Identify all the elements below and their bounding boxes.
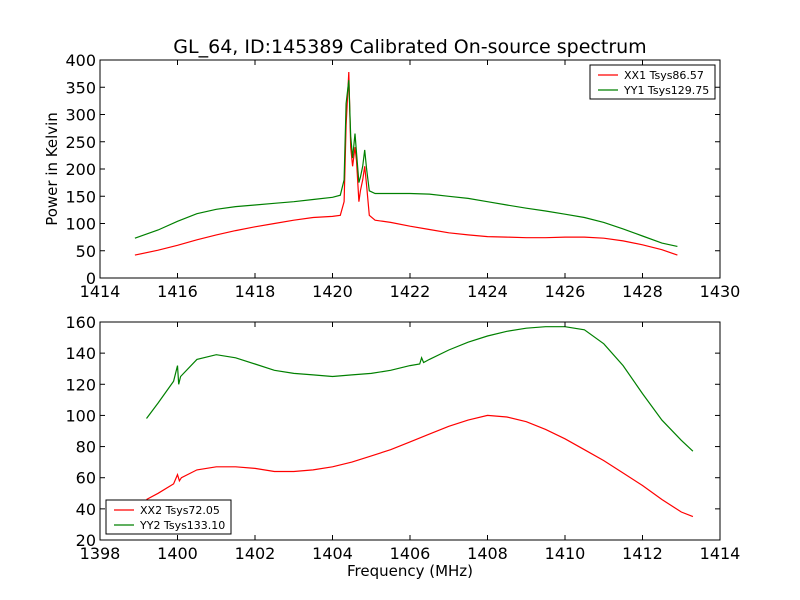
top-legend-label-0: XX1 Tsys86.57 <box>624 69 704 82</box>
top-x-tick-label: 1430 <box>700 282 741 301</box>
bottom-x-tick-label: 1400 <box>157 544 198 563</box>
bottom-legend: XX2 Tsys72.05 YY2 Tsys133.10 <box>105 499 232 535</box>
top-x-tick-label: 1420 <box>312 282 353 301</box>
bottom-y-tick-label: 80 <box>76 438 96 457</box>
bottom-y-tick-label: 60 <box>76 469 96 488</box>
top-series-line-1 <box>134 80 678 247</box>
top-y-tick-label: 200 <box>65 160 96 179</box>
bottom-y-tick-label: 40 <box>76 500 96 519</box>
top-y-tick-label: 300 <box>65 106 96 125</box>
bottom-legend-box <box>105 499 232 535</box>
bottom-y-tick-label: 160 <box>65 313 96 332</box>
bottom-y-tick-label: 20 <box>76 531 96 550</box>
top-panel: 1414 1416 1418 1420 1422 1424 1426 1428 1430 0 50 1… <box>65 51 740 301</box>
bottom-x-tick-label: 1402 <box>235 544 276 563</box>
top-legend-label-1: YY1 Tsys129.75 <box>623 84 709 97</box>
bottom-x-tick-label: 1398 <box>80 544 121 563</box>
bottom-x-tick-label: 1412 <box>622 544 663 563</box>
bottom-x-tick-label: 1414 <box>700 544 741 563</box>
bottom-x-tick-label: 1410 <box>545 544 586 563</box>
top-x-tick-label: 1418 <box>235 282 276 301</box>
top-x-tick-label: 1424 <box>467 282 508 301</box>
x-axis-label: Frequency (MHz) <box>347 562 473 580</box>
bottom-legend-label-0: XX2 Tsys72.05 <box>140 504 220 517</box>
top-y-tick-label: 150 <box>65 187 96 206</box>
top-x-tick-label: 1426 <box>545 282 586 301</box>
top-y-tick-label: 50 <box>76 242 96 261</box>
bottom-legend-label-1: YY2 Tsys133.10 <box>139 519 225 532</box>
top-x-tick-label: 1422 <box>390 282 431 301</box>
top-y-tick-label: 0 <box>86 269 96 288</box>
top-y-tick-label: 100 <box>65 215 96 234</box>
top-legend: XX1 Tsys86.57 YY1 Tsys129.75 <box>589 64 716 100</box>
top-x-tick-label: 1414 <box>80 282 121 301</box>
bottom-panel: 1398 1400 1402 1404 1406 1408 1410 1412 1414 20 40… <box>65 313 740 563</box>
top-x-tick-label: 1428 <box>622 282 663 301</box>
bottom-series-line-1 <box>146 326 694 452</box>
bottom-x-tick-label: 1406 <box>390 544 431 563</box>
bottom-y-tick-label: 100 <box>65 406 96 425</box>
bottom-y-tick-label: 140 <box>65 344 96 363</box>
top-legend-box <box>589 64 716 100</box>
top-y-tick-label: 250 <box>65 133 96 152</box>
bottom-y-tick-label: 120 <box>65 375 96 394</box>
figure-title: GL_64, ID:145389 Calibrated On-source sp… <box>173 36 646 58</box>
bottom-series-line-0 <box>146 414 694 518</box>
top-y-tick-label: 400 <box>65 51 96 70</box>
top-y-tick-label: 350 <box>65 78 96 97</box>
y-axis-label: Power in Kelvin <box>43 112 61 226</box>
top-x-tick-label: 1416 <box>157 282 198 301</box>
bottom-x-tick-label: 1404 <box>312 544 353 563</box>
top-series-line-0 <box>134 71 678 256</box>
bottom-x-tick-label: 1408 <box>467 544 508 563</box>
